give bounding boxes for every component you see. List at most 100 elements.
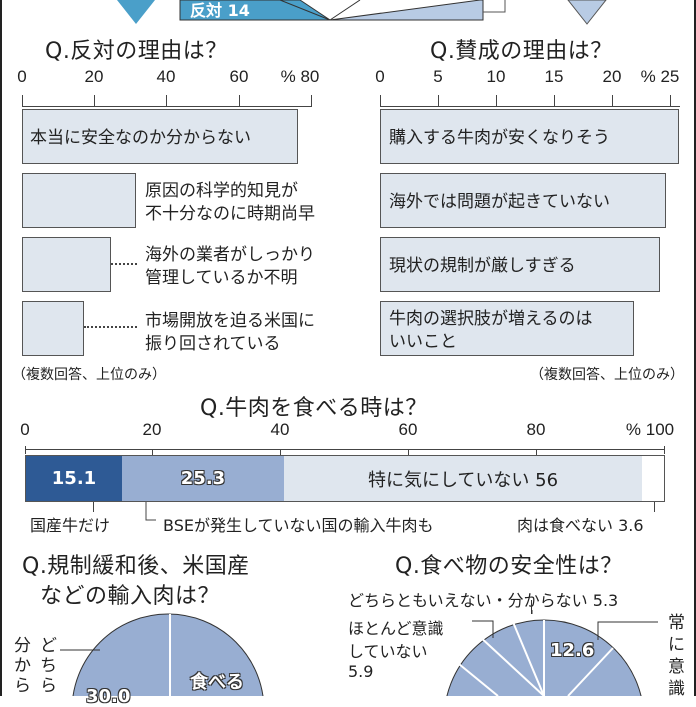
tick bbox=[438, 95, 439, 107]
segment-label: 国産牛だけ bbox=[30, 516, 111, 535]
tick-label: 0 bbox=[375, 67, 385, 86]
note: （複数回答、上位のみ） bbox=[530, 367, 684, 383]
slice-label-eat: 食べる bbox=[190, 672, 244, 693]
tick bbox=[380, 95, 381, 107]
leader-dots bbox=[111, 263, 137, 265]
bar-label: 牛肉の選択肢が増えるのは bbox=[389, 309, 593, 329]
leader-line bbox=[93, 502, 94, 512]
bar-against-1 bbox=[22, 109, 298, 164]
note: （複数回答、上位のみ） bbox=[12, 367, 166, 383]
segment-value: 15.1 bbox=[51, 468, 97, 489]
axis-line bbox=[380, 106, 680, 107]
tick bbox=[311, 95, 312, 107]
frame-left bbox=[0, 0, 2, 696]
tick bbox=[166, 95, 167, 107]
tick bbox=[94, 95, 95, 107]
segment-value: 25.3 bbox=[180, 468, 226, 489]
axis-line bbox=[25, 449, 664, 450]
axis-line bbox=[22, 106, 312, 107]
tick-label: 20 bbox=[84, 67, 104, 86]
safety-pie bbox=[446, 610, 658, 696]
bar-label: 原因の科学的知見が bbox=[145, 181, 298, 201]
tick bbox=[280, 449, 281, 455]
bar-label: 海外の業者がしっかり bbox=[145, 245, 315, 265]
tick bbox=[612, 95, 613, 107]
imported-title-line1: Q.規制緩和後、米国産 bbox=[22, 554, 250, 579]
tick bbox=[536, 449, 537, 455]
segment-label: BSEが発生していない国の輸入牛肉も bbox=[163, 516, 434, 535]
label-always-vertical: 常に意識 bbox=[668, 613, 685, 699]
tick-label: 15 bbox=[544, 67, 564, 86]
frame-right bbox=[694, 0, 696, 696]
label-hardly-line1: ほとんど意識 bbox=[348, 619, 444, 638]
tick-label: % 80 bbox=[280, 67, 320, 86]
tick-label: % 100 bbox=[625, 420, 675, 439]
tick-label: 80 bbox=[526, 420, 546, 439]
imported-title-line2: などの輸入肉は？ bbox=[40, 584, 221, 609]
tick bbox=[496, 95, 497, 107]
leader-line bbox=[145, 502, 156, 521]
bar-label: 購入する牛肉が安くなりそう bbox=[389, 128, 610, 148]
tick-label: 0 bbox=[17, 67, 27, 86]
leader-line bbox=[654, 502, 655, 512]
tick bbox=[152, 449, 153, 455]
bar-for-1 bbox=[380, 109, 679, 164]
leader-dots bbox=[84, 326, 137, 328]
tick bbox=[664, 446, 665, 454]
eating-title: Q.牛肉を食べる時は？ bbox=[200, 396, 428, 421]
bar-against-4 bbox=[22, 301, 84, 356]
side-label-col1: 分から bbox=[14, 636, 31, 696]
tick bbox=[670, 95, 671, 107]
bar-label: 現状の規制が厳しすぎる bbox=[389, 256, 576, 276]
slice-value: 30.0 bbox=[86, 686, 131, 707]
segment-no-concern: 特に気にしていない 56 bbox=[284, 456, 643, 501]
tick-label: 5 bbox=[433, 67, 443, 86]
tick-label: 20 bbox=[602, 67, 622, 86]
leader-line bbox=[531, 600, 532, 614]
segment-label: 特に気にしていない 56 bbox=[367, 469, 559, 491]
bar-label: 市場開放を迫る米国に bbox=[145, 311, 315, 331]
tick-label: 10 bbox=[486, 67, 506, 86]
bar-against-3 bbox=[22, 237, 111, 292]
bar-label: 海外では問題が起きていない bbox=[389, 192, 610, 212]
bar-label: いいこと bbox=[389, 332, 457, 352]
tick bbox=[25, 446, 26, 454]
bar-label: 本当に安全なのか分からない bbox=[30, 128, 251, 148]
segment-label: 肉は食べない 3.6 bbox=[517, 516, 644, 535]
tick bbox=[408, 449, 409, 455]
tick-label: 20 bbox=[142, 420, 162, 439]
bar-label: 振り回されている bbox=[145, 334, 281, 354]
segment-no-meat bbox=[642, 456, 664, 501]
label-neutral: どちらともいえない・分からない 5.3 bbox=[348, 591, 619, 610]
imported-pie bbox=[60, 613, 264, 696]
label-hardly-value: 5.9 bbox=[348, 662, 374, 681]
segment-bse-free-import: 25.3 bbox=[122, 456, 285, 501]
bar-for-4 bbox=[380, 301, 634, 356]
stacked-bar: 15.1 25.3 特に気にしていない 56 bbox=[25, 455, 665, 502]
segment-domestic: 15.1 bbox=[26, 456, 123, 501]
down-arrow-icon bbox=[567, 0, 607, 25]
down-arrow-icon bbox=[117, 0, 155, 24]
bar-against-2 bbox=[22, 173, 136, 228]
tick-label: 0 bbox=[20, 420, 30, 439]
tick bbox=[554, 95, 555, 107]
tick bbox=[239, 95, 240, 107]
bar-label: 不十分なのに時期尚早 bbox=[145, 204, 315, 224]
tick bbox=[22, 95, 23, 107]
tick-label: 40 bbox=[156, 67, 176, 86]
against-title: Q.反対の理由は？ bbox=[45, 39, 228, 64]
tick-label: % 25 bbox=[640, 67, 680, 86]
side-label-col2: どちら bbox=[40, 636, 57, 696]
for-title: Q.賛成の理由は？ bbox=[430, 39, 613, 64]
tick-label: 40 bbox=[270, 420, 290, 439]
bar-for-2 bbox=[380, 173, 666, 228]
bar-for-3 bbox=[380, 237, 660, 292]
slice-value-always: 12.6 bbox=[550, 640, 595, 661]
safety-title: Q.食べ物の安全性は？ bbox=[395, 554, 623, 579]
top-pie-graphic bbox=[117, 0, 607, 25]
label-hardly-line2: していない bbox=[348, 642, 428, 661]
tick-label: 60 bbox=[229, 67, 249, 86]
against-label: 反対 14 bbox=[190, 1, 250, 20]
tick-label: 60 bbox=[398, 420, 418, 439]
bar-label: 管理しているか不明 bbox=[145, 268, 298, 288]
